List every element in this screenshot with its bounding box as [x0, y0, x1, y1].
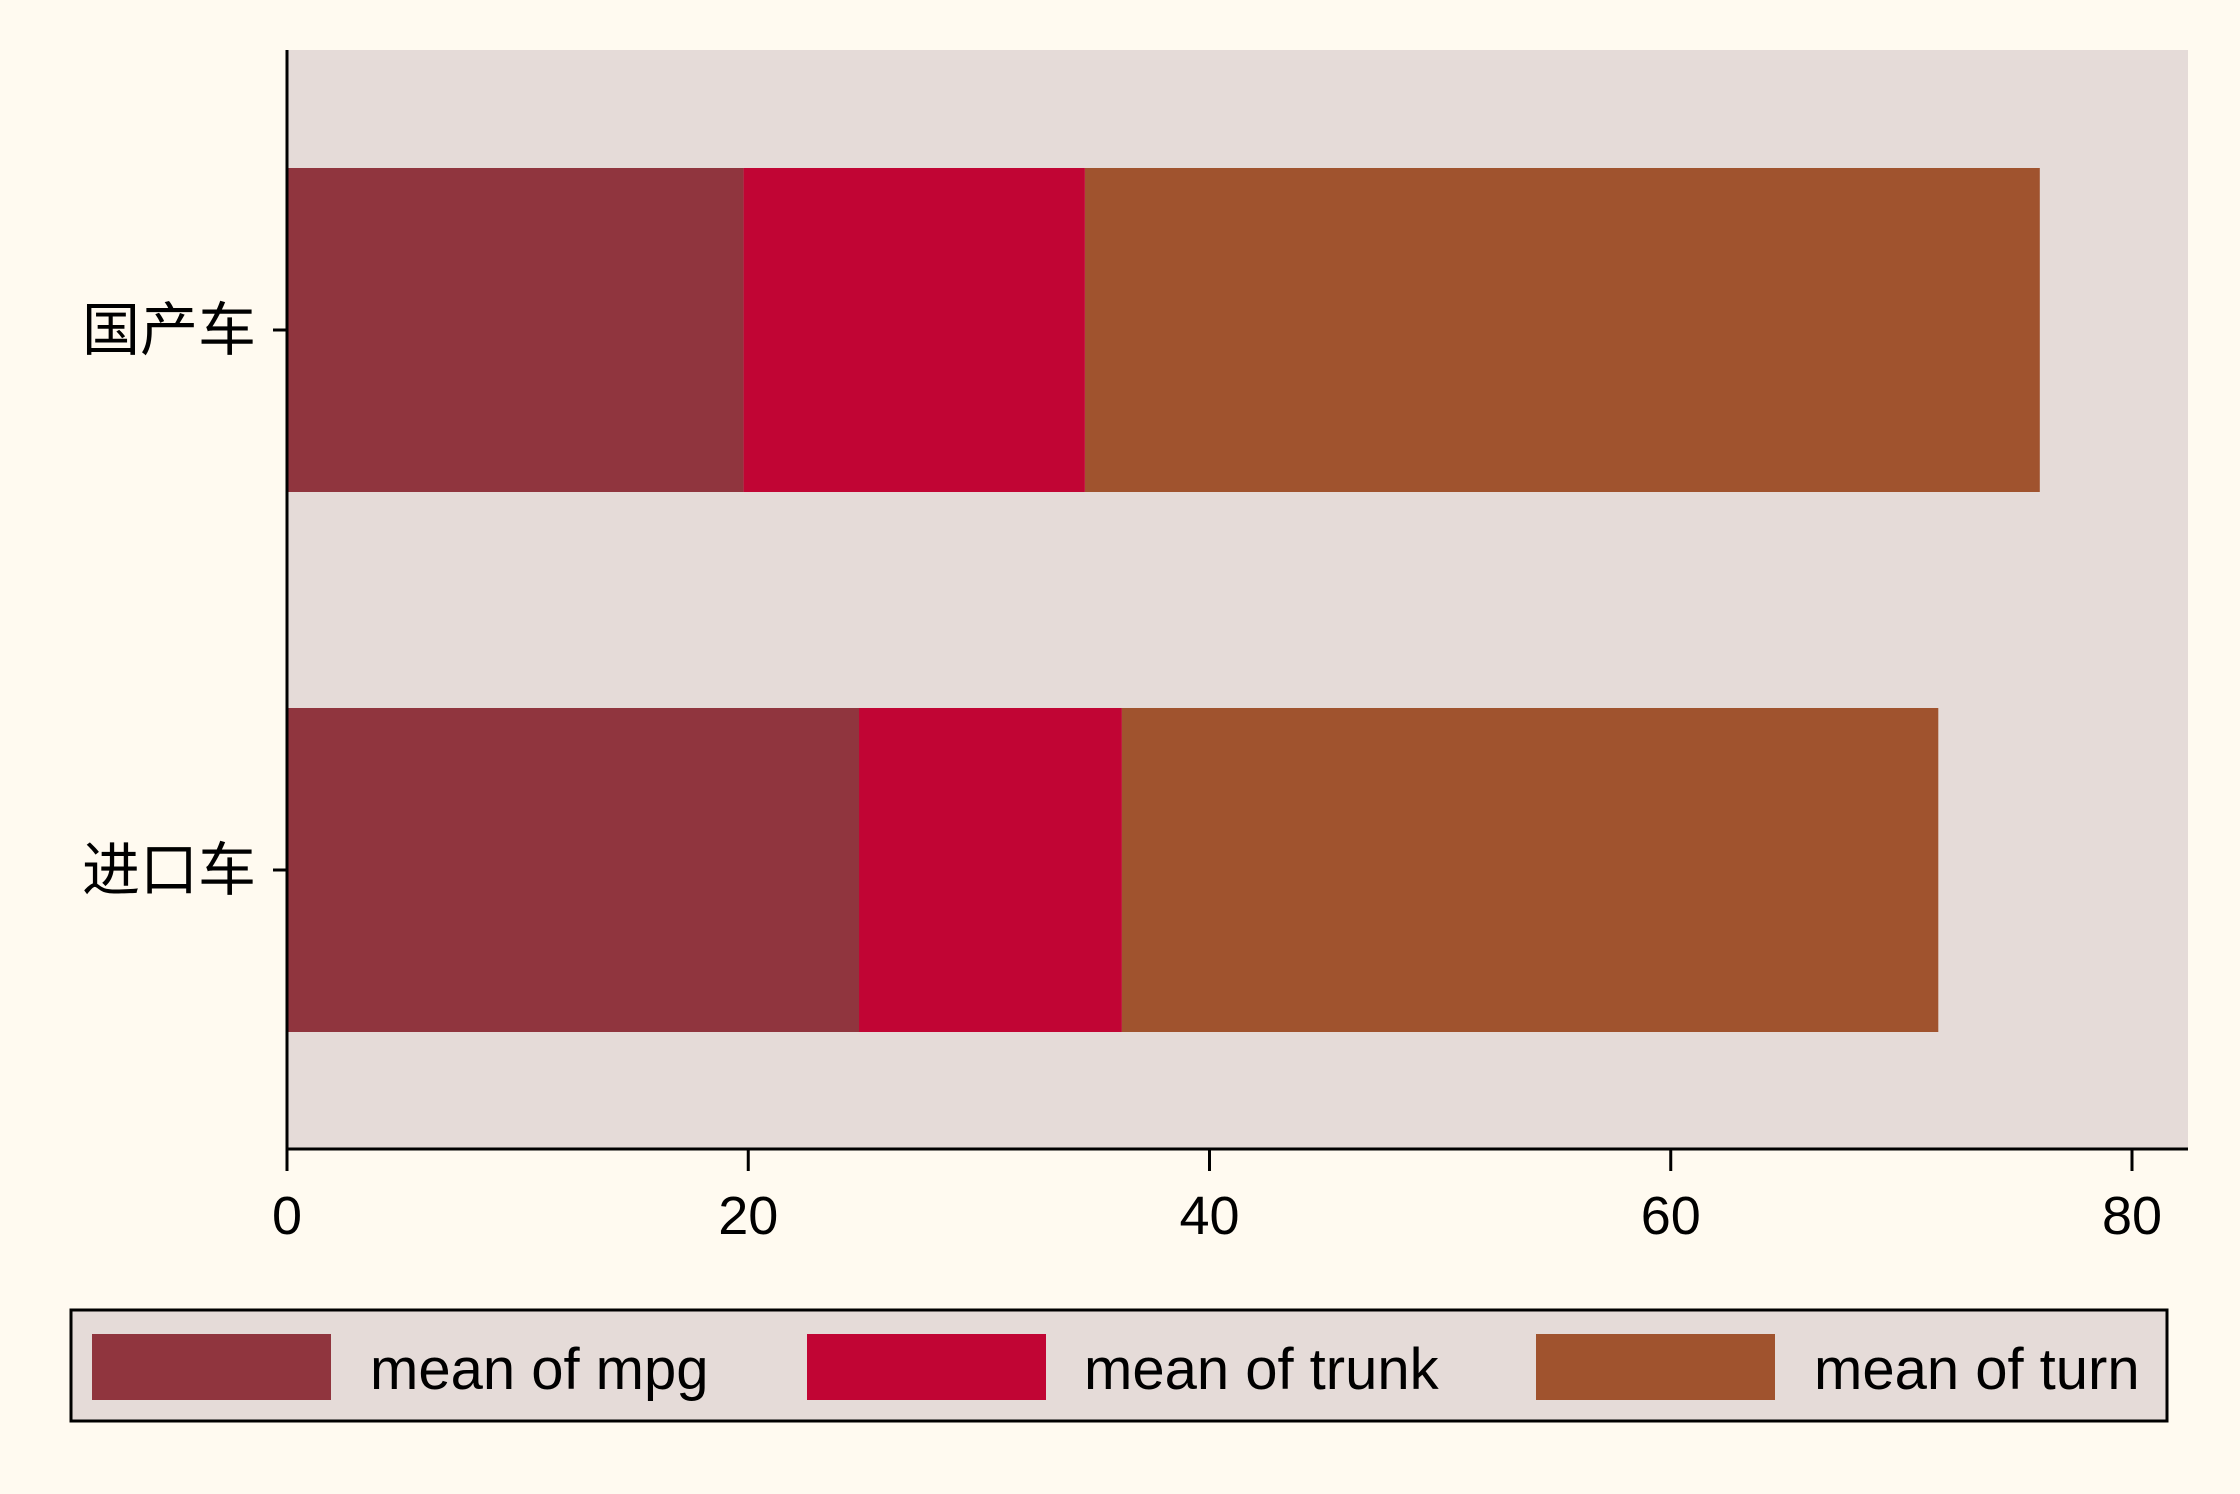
legend-label-1: mean of mpg	[370, 1337, 709, 1402]
legend-swatch-3	[1536, 1334, 1775, 1400]
bar-1-series-1	[287, 168, 744, 492]
legend-items: mean of mpg mean of trunk mean of turn	[92, 1334, 2140, 1402]
x-axis-ticks: 0 20 40 60 80	[272, 1149, 2162, 1246]
legend-label-2: mean of trunk	[1084, 1337, 1440, 1402]
category-label: 进口车	[82, 836, 256, 904]
bar-2-series-3	[1121, 708, 1939, 1032]
x-tick-label: 60	[1641, 1186, 1701, 1246]
legend: mean of mpg mean of trunk mean of turn	[69, 1308, 2169, 1423]
legend-label-3: mean of turn	[1814, 1337, 2140, 1402]
x-tick-label: 40	[1179, 1186, 1239, 1246]
bar-2-series-1	[287, 708, 859, 1032]
x-tick-label: 0	[272, 1186, 302, 1246]
bar-1-series-3	[1085, 168, 2040, 492]
bar-1-series-2	[743, 168, 1085, 492]
legend-swatch-2	[807, 1334, 1046, 1400]
category-label: 国产车	[82, 296, 256, 364]
bars	[287, 168, 2040, 1032]
x-tick-label: 20	[718, 1186, 778, 1246]
legend-box	[69, 1308, 2169, 1423]
bar-2-series-2	[859, 708, 1122, 1032]
x-tick-label: 80	[2102, 1186, 2162, 1246]
legend-swatch-1	[92, 1334, 331, 1400]
